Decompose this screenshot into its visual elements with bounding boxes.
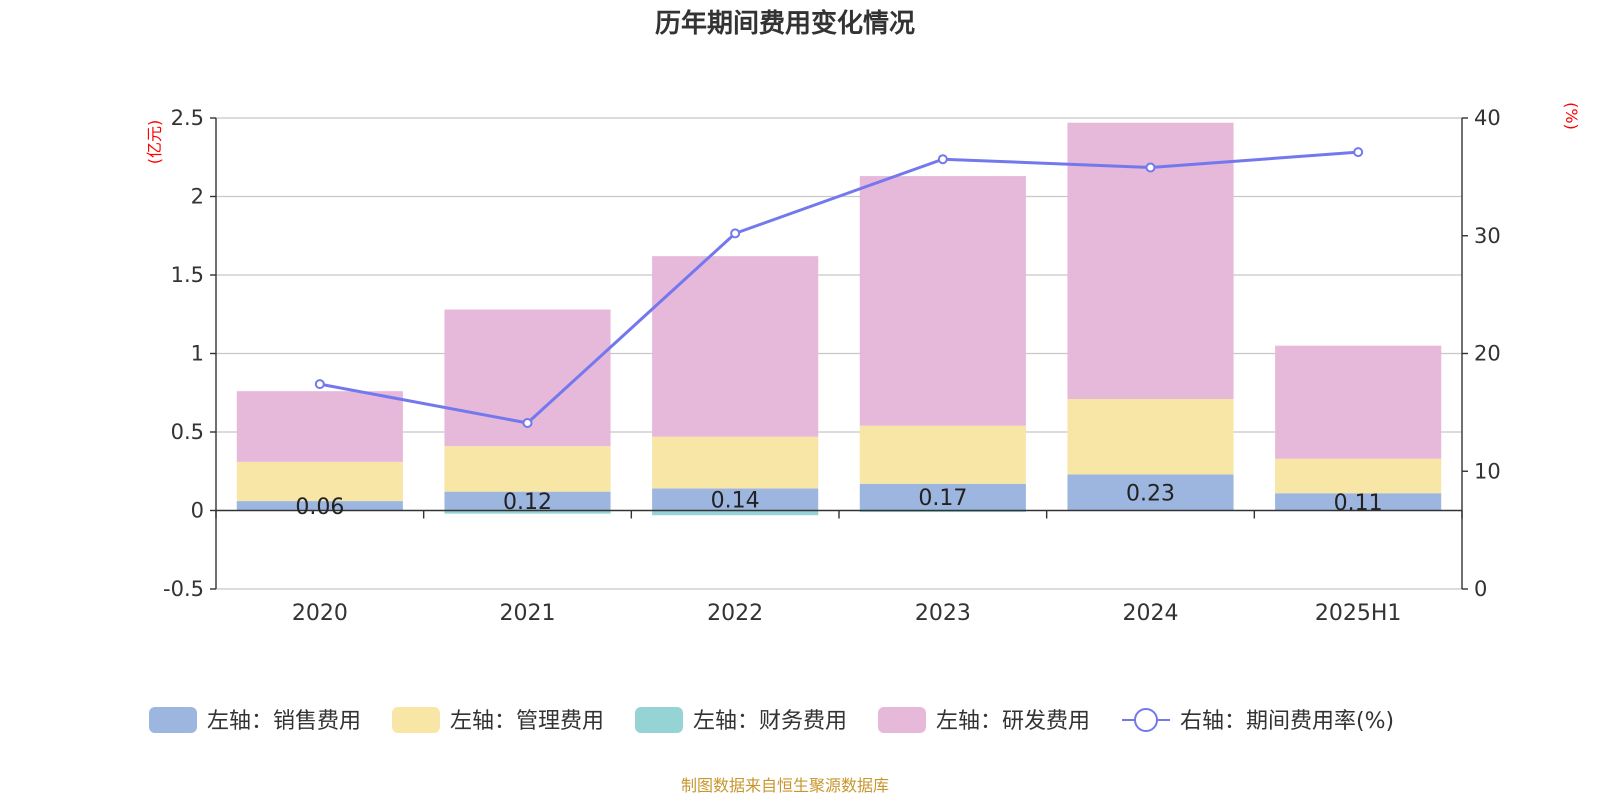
bar-segment bbox=[1067, 399, 1234, 475]
rate-point bbox=[1145, 162, 1156, 173]
bar-segment bbox=[859, 483, 1026, 511]
bar-segment bbox=[444, 510, 611, 514]
rate-point bbox=[1353, 147, 1364, 158]
bar-segment bbox=[1067, 474, 1234, 511]
bar-segment bbox=[1275, 458, 1442, 494]
right-tick-label: 30 bbox=[1474, 224, 1501, 248]
x-tick-label: 2020 bbox=[292, 601, 348, 626]
x-tick-label: 2024 bbox=[1123, 601, 1179, 626]
legend-marker bbox=[1134, 708, 1158, 732]
rate-point bbox=[522, 417, 533, 428]
left-tick-label: -0.5 bbox=[163, 577, 204, 601]
left-tick-label: 0.5 bbox=[171, 420, 204, 444]
left-tick-label: 2.5 bbox=[171, 106, 204, 130]
bar-segment bbox=[236, 461, 403, 502]
bar-segment bbox=[1275, 345, 1442, 459]
bar-segment bbox=[444, 491, 611, 511]
left-tick-label: 1.5 bbox=[171, 263, 204, 287]
rate-point bbox=[937, 154, 948, 165]
bar-segment bbox=[652, 488, 819, 511]
left-axis-unit: (亿元) bbox=[145, 120, 164, 165]
data-label: 0.17 bbox=[918, 486, 967, 511]
bar-segment bbox=[859, 176, 1026, 426]
rate-line bbox=[314, 147, 1364, 428]
legend-label: 左轴：销售费用 bbox=[207, 709, 361, 734]
bar-segment bbox=[236, 501, 403, 511]
legend-label: 左轴：研发费用 bbox=[936, 709, 1090, 734]
right-axis-unit: (%) bbox=[1562, 102, 1581, 130]
x-tick-label: 2022 bbox=[707, 601, 763, 626]
bar-segment bbox=[236, 391, 403, 462]
right-tick-label: 40 bbox=[1474, 106, 1501, 130]
axes: -0.5 0 0.5 1 1.5 2 2.5 0 10 20 30 40 2020 2021 2022 202… bbox=[163, 106, 1501, 626]
x-tick-label: 2021 bbox=[500, 601, 556, 626]
data-label: 0.14 bbox=[711, 489, 760, 514]
legend-label: 右轴：期间费用率(%) bbox=[1180, 709, 1394, 734]
bar-segment bbox=[859, 425, 1026, 484]
legend-swatch bbox=[149, 707, 197, 733]
source-note: 制图数据来自恒生聚源数据库 bbox=[681, 776, 889, 795]
x-tick-label: 2023 bbox=[915, 601, 971, 626]
data-label: 0.06 bbox=[295, 495, 344, 520]
chart-title: 历年期间费用变化情况 bbox=[655, 8, 915, 39]
rate-line-path bbox=[319, 150, 1359, 425]
right-tick-label: 20 bbox=[1474, 342, 1501, 366]
legend-label: 左轴：财务费用 bbox=[693, 709, 847, 734]
bar-segment bbox=[859, 510, 1026, 513]
left-tick-label: 0 bbox=[191, 499, 204, 523]
bar-segment bbox=[652, 256, 819, 437]
legend-swatch bbox=[878, 707, 926, 733]
legend-swatch bbox=[392, 707, 440, 733]
legend-swatch bbox=[635, 707, 683, 733]
bar-segment bbox=[652, 510, 819, 516]
bar-segment bbox=[652, 436, 819, 489]
bar-segment bbox=[1275, 493, 1442, 511]
data-label: 0.23 bbox=[1126, 481, 1175, 506]
data-label: 0.12 bbox=[503, 490, 552, 515]
right-tick-label: 10 bbox=[1474, 459, 1501, 483]
right-tick-label: 0 bbox=[1474, 577, 1487, 601]
legend: 左轴：销售费用 左轴：管理费用 左轴：财务费用 左轴：研发费用 右轴：期间费用率(%) bbox=[149, 707, 1394, 734]
left-tick-label: 2 bbox=[191, 185, 204, 209]
bars bbox=[236, 122, 1442, 516]
bar-segment bbox=[444, 446, 611, 492]
x-tick-label: 2025H1 bbox=[1315, 601, 1402, 626]
left-tick-label: 1 bbox=[191, 342, 204, 366]
data-label: 0.11 bbox=[1334, 491, 1383, 516]
data-labels: 0.06 0.12 0.14 0.17 0.23 0.11 bbox=[295, 481, 1382, 519]
rate-point bbox=[730, 228, 741, 239]
legend-label: 左轴：管理费用 bbox=[450, 709, 604, 734]
rate-point bbox=[314, 379, 325, 390]
